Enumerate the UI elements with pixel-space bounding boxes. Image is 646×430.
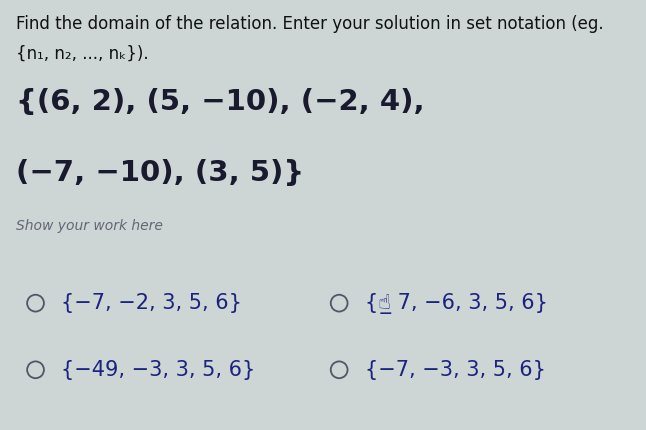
Text: {☝̲ 7, −6, 3, 5, 6}: {☝̲ 7, −6, 3, 5, 6} [365,293,548,313]
Text: {−49, −3, 3, 5, 6}: {−49, −3, 3, 5, 6} [61,360,256,380]
Text: {(6, 2), (5, −10), (−2, 4),: {(6, 2), (5, −10), (−2, 4), [16,88,425,116]
Text: Show your work here: Show your work here [16,219,163,233]
Text: Find the domain of the relation. Enter your solution in set notation (eg.: Find the domain of the relation. Enter y… [16,15,604,33]
Text: {n₁, n₂, ..., nₖ}).: {n₁, n₂, ..., nₖ}). [16,45,149,63]
Text: {−7, −2, 3, 5, 6}: {−7, −2, 3, 5, 6} [61,293,242,313]
Text: (−7, −10), (3, 5)}: (−7, −10), (3, 5)} [16,159,304,187]
Text: {−7, −3, 3, 5, 6}: {−7, −3, 3, 5, 6} [365,360,546,380]
